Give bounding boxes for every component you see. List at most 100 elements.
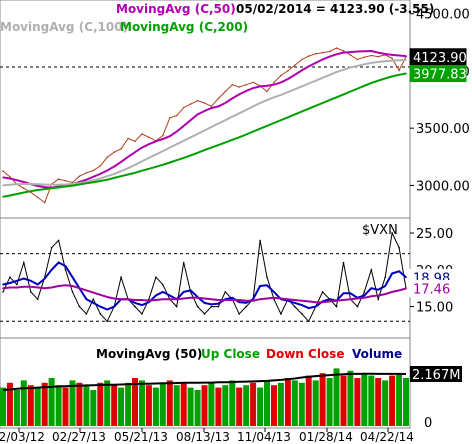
price-point-3-6 [43, 188, 46, 190]
vxn-point-2-31 [217, 299, 220, 301]
vxn-point-0-14 [99, 313, 102, 315]
vxn-point-0-43 [301, 313, 303, 315]
vxn-point-2-24 [169, 298, 171, 301]
price-point-1-44 [307, 65, 310, 68]
vxn-point-2-40 [280, 297, 282, 300]
vxn-point-2-43 [301, 299, 303, 302]
volume-bars [0, 368, 409, 426]
vxn-point-0-17 [120, 276, 122, 279]
vxn-panel-frame [0, 217, 411, 339]
vxn-point-0-11 [78, 305, 81, 308]
price-point-0-11 [78, 175, 81, 177]
vxn-point-2-12 [85, 289, 88, 292]
vxn-point-1-54 [377, 288, 380, 291]
price-legend-ma100: MovingAvg (C,100) [0, 20, 128, 34]
vxn-point-0-35 [245, 305, 247, 308]
vxn-point-0-49 [342, 261, 345, 264]
price-point-0-57 [398, 69, 400, 72]
vxn-point-1-23 [162, 291, 164, 293]
price-point-2-16 [113, 173, 115, 175]
price-point-3-25 [175, 159, 178, 161]
vxn-point-2-23 [162, 298, 164, 301]
price-point-2-6 [43, 183, 46, 186]
price-point-0-30 [210, 105, 213, 108]
price-point-0-39 [273, 81, 275, 84]
price-point-1-58 [405, 55, 407, 57]
volume-bar-39 [271, 385, 277, 426]
price-point-0-12 [85, 172, 88, 174]
volume-bar-52 [361, 373, 368, 426]
vxn-point-2-30 [210, 298, 213, 301]
x-tick-label-2: 05/21/13 [114, 430, 168, 444]
price-point-1-36 [252, 87, 254, 89]
volume-legend-1: Up Close [201, 347, 260, 361]
price-point-1-23 [162, 138, 164, 140]
vxn-point-2-2 [16, 286, 18, 289]
price-point-3-32 [224, 141, 227, 144]
volume-bar-27 [187, 387, 194, 426]
price-point-2-8 [57, 184, 60, 186]
vxn-point-2-4 [30, 285, 32, 288]
vxn-point-1-27 [189, 289, 192, 292]
price-point-0-8 [57, 178, 60, 180]
price-point-3-53 [370, 82, 373, 84]
price-point-2-33 [231, 115, 234, 118]
price-point-3-4 [30, 190, 32, 192]
volume-bar-14 [97, 382, 104, 426]
vxn-point-0-42 [294, 305, 296, 308]
vxn-point-0-7 [50, 246, 53, 249]
price-point-3-15 [106, 178, 108, 181]
vxn-point-1-0 [2, 283, 4, 286]
vxn-point-2-27 [189, 297, 192, 299]
volume-bar-30 [208, 382, 215, 426]
volume-bar-9 [62, 387, 69, 426]
vxn-point-0-57 [398, 246, 400, 249]
price-point-2-21 [148, 157, 150, 159]
price-point-0-6 [43, 201, 46, 204]
price-point-0-48 [335, 47, 338, 49]
price-point-0-3 [23, 187, 25, 190]
volume-bar-57 [396, 373, 403, 426]
vxn-point-0-25 [175, 305, 178, 308]
volume-bar-35 [243, 385, 250, 426]
x-tick-label-0: 12/03/12 [0, 430, 45, 444]
price-point-0-28 [196, 99, 199, 102]
vxn-point-1-29 [203, 302, 206, 304]
price-point-1-17 [120, 161, 122, 163]
vxn-point-1-26 [182, 291, 185, 293]
price-point-1-33 [231, 97, 234, 100]
price-point-1-35 [245, 90, 247, 92]
price-point-0-54 [377, 55, 380, 58]
vxn-point-1-16 [113, 305, 115, 308]
price-point-1-1 [9, 177, 11, 180]
vxn-point-2-17 [120, 298, 122, 301]
price-point-0-20 [141, 133, 143, 135]
price-point-1-39 [273, 83, 275, 86]
vxn-point-2-22 [155, 299, 157, 301]
vxn-point-1-44 [307, 307, 310, 309]
vxn-point-2-1 [9, 286, 11, 289]
volume-bar-19 [132, 378, 138, 426]
price-point-3-28 [196, 152, 199, 154]
price-point-3-57 [398, 74, 400, 76]
price-point-1-31 [217, 105, 220, 108]
vxn-point-0-2 [16, 283, 18, 286]
price-point-0-52 [363, 56, 366, 58]
price-point-3-36 [252, 130, 254, 133]
volume-bar-13 [90, 390, 97, 426]
vxn-point-2-10 [71, 285, 74, 287]
vxn-point-1-42 [294, 302, 296, 304]
vxn-point-0-38 [266, 276, 268, 279]
volume-bar-20 [139, 380, 145, 426]
price-point-2-27 [189, 136, 192, 139]
vxn-point-1-30 [210, 303, 213, 306]
vxn-point-2-14 [99, 294, 102, 296]
vxn-point-2-7 [50, 286, 53, 289]
vxn-point-1-53 [370, 287, 373, 290]
price-point-0-42 [294, 64, 296, 66]
vxn-point-2-45 [314, 301, 317, 304]
price-point-3-5 [36, 189, 39, 191]
price-point-0-41 [287, 70, 289, 72]
price-y-tick-label-0: 3000.00 [416, 179, 470, 194]
vxn-point-0-56 [391, 232, 393, 234]
